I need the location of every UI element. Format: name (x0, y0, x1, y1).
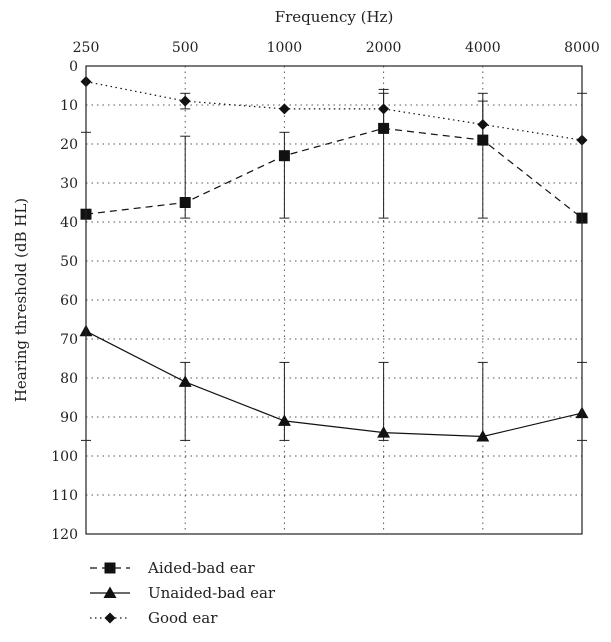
grid (86, 66, 582, 534)
x-tick-label: 1000 (267, 40, 303, 56)
y-tick-label: 0 (69, 59, 78, 75)
x-tick-label: 2000 (366, 40, 402, 56)
unaided-bad-ear-point (178, 375, 192, 387)
aided-bad-ear-line (85, 127, 583, 219)
y-tick-label: 30 (60, 176, 78, 192)
unaided-bad-ear-point (476, 430, 490, 442)
y-axis-title: Hearing threshold (dB HL) (12, 198, 30, 402)
aided-bad-ear-point (278, 150, 290, 162)
y-tick-label: 40 (60, 215, 78, 231)
plot-area-frame (85, 65, 583, 535)
x-tick-label: 8000 (564, 40, 600, 56)
unaided-bad-ear-point (377, 426, 391, 438)
x-axis-title: Frequency (Hz) (275, 8, 394, 26)
aided-bad-ear-legend-marker (104, 562, 116, 574)
good-ear-legend-label: Good ear (148, 609, 218, 627)
error-bars (81, 88, 587, 441)
aided-bad-ear-point (477, 134, 489, 146)
good-ear-point (278, 103, 290, 115)
good-ear-line (85, 81, 583, 141)
y-tick-label: 100 (51, 449, 78, 465)
unaided-bad-ear-line (85, 330, 583, 438)
legend: Aided-bad ear Unaided-bad ear Good ear (90, 559, 276, 627)
y-tick-label: 60 (60, 293, 78, 309)
unaided-bad-ear-point (277, 414, 291, 426)
x-tick-label: 250 (73, 40, 100, 56)
y-tick-label: 90 (60, 410, 78, 426)
series-lines (85, 81, 583, 438)
good-ear-point (477, 119, 489, 130)
y-tick-label: 120 (51, 527, 78, 543)
y-tick-label: 20 (60, 137, 78, 153)
unaided-bad-ear-legend-label: Unaided-bad ear (148, 584, 276, 602)
unaided-bad-ear-legend-marker (103, 586, 117, 598)
good-ear-legend-marker (104, 612, 116, 624)
good-ear-point (378, 103, 390, 115)
y-tick-label: 70 (60, 332, 78, 348)
aided-bad-ear-legend-label: Aided-bad ear (147, 559, 256, 577)
aided-bad-ear-point (179, 197, 191, 208)
x-tick-label: 4000 (465, 40, 501, 56)
y-tick-label: 110 (51, 488, 78, 504)
series-markers (79, 76, 589, 442)
tick-labels: 0 10 20 30 40 50 60 70 80 90 100 110 120 250 500 1000 20… (51, 40, 600, 543)
y-tick-label: 50 (60, 254, 78, 270)
y-tick-label: 10 (60, 98, 78, 114)
x-tick-label: 500 (172, 40, 199, 56)
good-ear-point (179, 95, 191, 107)
y-tick-label: 80 (60, 371, 78, 387)
aided-bad-ear-point (378, 122, 390, 134)
